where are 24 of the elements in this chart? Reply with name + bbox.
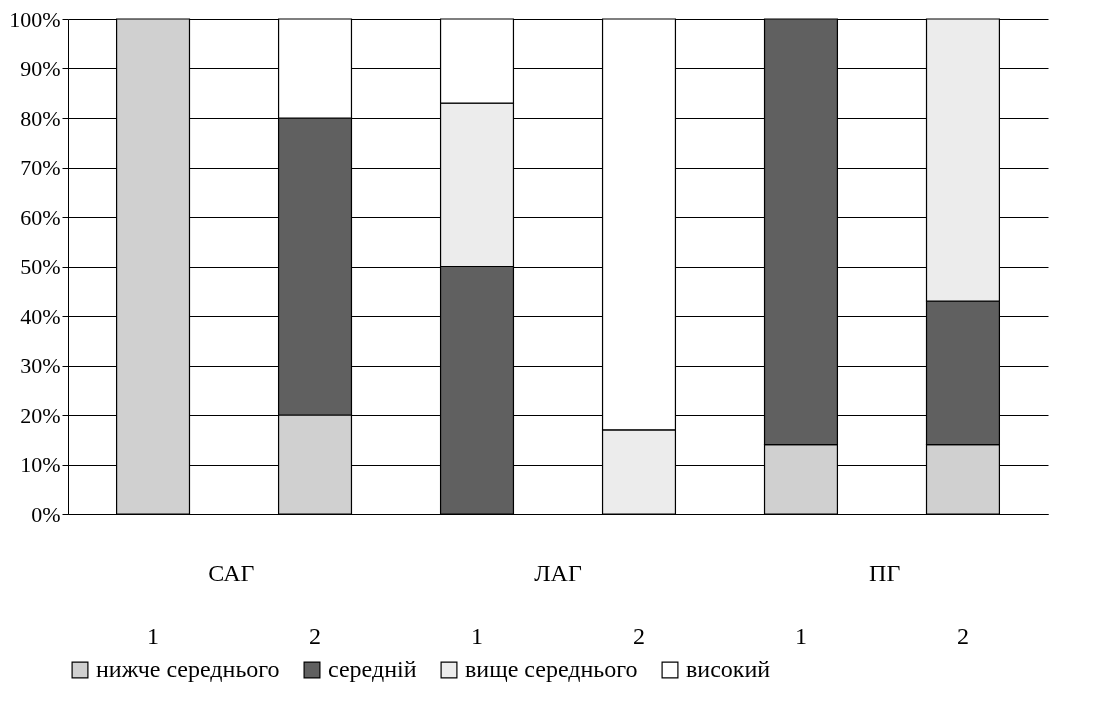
legend-label: нижче середнього [96, 656, 280, 682]
legend-label: високий [686, 656, 771, 682]
y-tick-label: 70% [20, 155, 61, 180]
text: ПГ [869, 560, 901, 586]
y-tick-label: 90% [20, 56, 61, 81]
x-tick-label: 1 [147, 622, 160, 649]
y-tick-label: 60% [20, 204, 61, 230]
y-tick-label: 0% [31, 501, 61, 527]
x-tick-label: 1 [794, 622, 807, 649]
y-tick-label: 40% [20, 303, 61, 329]
y-tick-label: 20% [20, 402, 61, 428]
x-tick-label: 1 [471, 622, 484, 649]
x-tick-label: 2 [309, 622, 322, 649]
legend-label: середній [328, 656, 417, 682]
y-tick-label: 50% [20, 254, 61, 279]
y-tick-label: 30% [20, 353, 61, 378]
x-tick-label: 2 [632, 622, 645, 649]
text: ЛАГ [534, 560, 582, 586]
y-tick-label: 80% [20, 105, 61, 131]
x-tick-label: 2 [956, 622, 969, 649]
legend-label: вище середнього [465, 656, 638, 682]
y-tick-label: 10% [20, 452, 61, 477]
text: САГ [208, 560, 255, 586]
y-tick-label: 100% [9, 6, 61, 32]
